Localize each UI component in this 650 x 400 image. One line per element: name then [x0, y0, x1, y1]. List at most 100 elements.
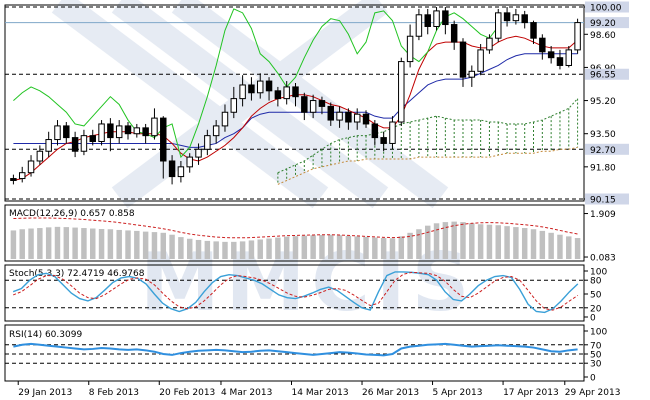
stochastic-tick-label: 50 — [590, 291, 602, 301]
candle-body — [398, 61, 405, 123]
macd-bar — [204, 240, 211, 259]
rsi-series — [5, 342, 584, 364]
price-tick-label: 98.60 — [590, 31, 616, 41]
candle-body — [195, 148, 202, 158]
macd-bar — [81, 228, 87, 259]
macd-bar — [283, 236, 290, 259]
candle-body — [204, 135, 211, 150]
macd-bar — [451, 221, 457, 259]
candle-body — [54, 125, 61, 141]
stochastic-main-line — [12, 271, 579, 314]
macd-bar — [160, 232, 167, 259]
candle-body — [495, 12, 502, 39]
price-tick-label: 92.70 — [590, 146, 616, 156]
candle-body — [177, 166, 185, 178]
macd-bar — [186, 238, 193, 259]
macd-tick-label: 1.909 — [590, 210, 616, 220]
candle-body — [530, 22, 537, 39]
macd-bar — [310, 235, 316, 259]
candle-body — [142, 127, 149, 137]
candle-body — [151, 117, 158, 137]
candle-body — [63, 125, 70, 139]
candle-body — [133, 127, 141, 135]
price-panel: 100.0098.6096.9095.2093.5091.8090.1599.2… — [4, 1, 629, 206]
watermark-stroke — [171, 0, 449, 209]
candle-body — [115, 125, 123, 139]
price-tick-label: 91.80 — [590, 163, 616, 173]
price-panel-frame — [4, 4, 585, 202]
time-axis: 29 Jan 2013 8 Feb 2013 20 Feb 2013 4 Mar 20… — [17, 381, 620, 398]
macd-bar — [222, 241, 228, 259]
macd-bar — [292, 236, 299, 259]
ichimoku-cloud — [277, 98, 579, 185]
macd-bar — [63, 227, 70, 259]
macd-bar — [178, 237, 184, 259]
price-tick-label: 93.50 — [590, 130, 616, 140]
macd-bar — [389, 238, 396, 259]
candle-body — [107, 123, 114, 139]
candle-body — [221, 111, 229, 127]
candle-body — [212, 125, 220, 137]
candle-body — [80, 135, 88, 152]
price-label-box — [585, 193, 629, 205]
candle-body — [71, 137, 79, 152]
stochastic-panel-frame — [4, 264, 585, 322]
macd-bar — [54, 226, 61, 259]
candle-body — [327, 105, 334, 121]
candle-body — [406, 35, 414, 63]
candle-body — [230, 98, 238, 113]
macd-bar — [116, 229, 122, 259]
price-label-box — [585, 17, 629, 29]
price-label-box — [585, 1, 629, 13]
candle-body — [574, 22, 581, 51]
rsi-tick-label: 0 — [590, 374, 596, 384]
candle-body — [45, 139, 52, 152]
candle-body — [36, 150, 44, 162]
candle-body — [415, 14, 423, 37]
watermark-stroke — [51, 0, 329, 209]
rsi-line — [13, 342, 578, 357]
candle-body — [336, 111, 343, 121]
candle-body — [186, 156, 193, 168]
candle-body — [503, 12, 511, 22]
candle-body — [565, 49, 573, 66]
price-tick-label: 95.20 — [590, 97, 616, 107]
macd-bar — [239, 241, 246, 259]
stochastic-tick-label: 100 — [590, 268, 607, 278]
macd-signal-line — [13, 217, 578, 239]
stochastic-series — [5, 271, 584, 314]
candle-body — [512, 14, 520, 22]
macd-bar — [539, 230, 546, 259]
candle-body — [468, 70, 476, 78]
rsi-tick-label: 30 — [590, 360, 602, 370]
macd-bar — [574, 238, 581, 259]
candle-body — [27, 160, 35, 174]
macd-bar — [125, 230, 131, 259]
candle-body — [274, 90, 282, 100]
watermark-logo — [51, 0, 449, 209]
macd-bar — [460, 222, 466, 259]
macd-panel-frame — [4, 204, 585, 262]
macd-panel: MACD(12,26,9) 0.657 0.858 1.909 0.083 — [4, 204, 616, 264]
macd-bar — [72, 227, 78, 259]
candle-body — [257, 80, 264, 94]
candle-body — [450, 24, 458, 43]
macd-bar — [477, 224, 484, 259]
macd-bar — [231, 241, 237, 259]
candle-body — [477, 49, 484, 72]
time-tick-label: 8 Feb 2013 — [89, 388, 139, 398]
time-tick-label: 20 Feb 2013 — [159, 388, 215, 398]
macd-series — [10, 217, 581, 259]
candle-body — [98, 123, 105, 142]
macd-bar — [380, 238, 387, 259]
macd-bar — [10, 230, 17, 259]
macd-bar — [19, 229, 25, 259]
candle-body — [353, 113, 361, 123]
candle-body — [248, 84, 255, 94]
candle-body — [18, 172, 26, 180]
macd-bar — [151, 232, 158, 259]
rsi-title: RSI(14) 60.3099 — [9, 330, 82, 340]
candle-body — [345, 111, 352, 123]
macd-bar — [513, 227, 519, 259]
candle-body — [459, 41, 467, 78]
